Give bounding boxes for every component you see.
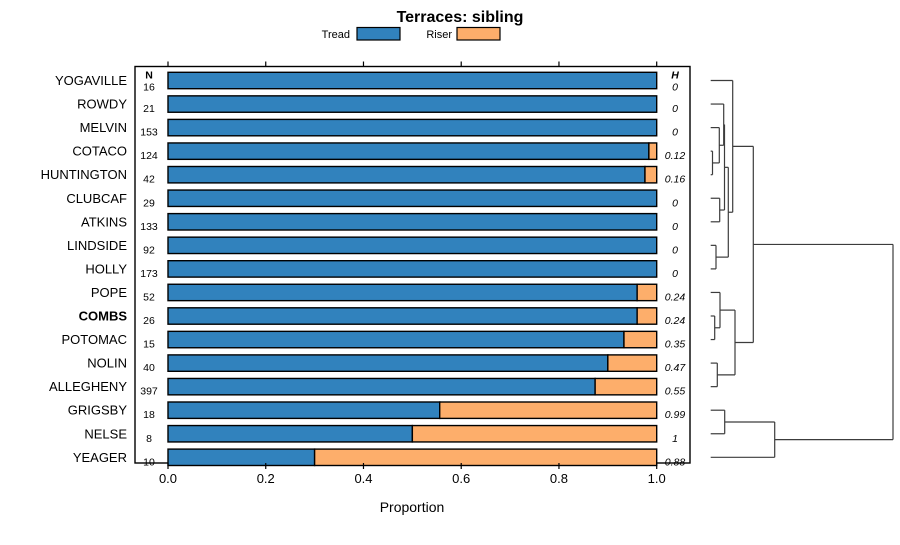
bar-riser-segment	[411, 424, 658, 443]
row-h-value: 0	[672, 268, 678, 280]
bar-tread-segment	[167, 307, 638, 325]
bar-tread-segment	[167, 260, 658, 278]
row-h-value: 0.24	[665, 291, 686, 303]
bar-tread-segment	[167, 354, 609, 372]
row-n-value: 92	[143, 244, 155, 256]
bar-riser-segment	[607, 354, 658, 372]
row-n-value: 173	[140, 268, 158, 280]
row-label: GRIGSBY	[68, 403, 128, 418]
legend: Tread Riser	[322, 26, 501, 41]
row-h-value: 0.88	[665, 456, 686, 468]
row-n-value: 42	[143, 174, 155, 186]
row-h-value: 0	[672, 197, 678, 209]
legend-riser-label: Riser	[426, 29, 452, 41]
legend-tread-swatch	[356, 26, 401, 41]
bar-riser-segment	[313, 448, 658, 467]
bar-tread-segment	[167, 165, 646, 184]
row-h-value: 0.24	[665, 315, 686, 327]
bar-tread-segment	[167, 236, 658, 255]
h-column-header: H	[671, 70, 679, 82]
row-n-value: 10	[143, 456, 155, 468]
bar-tread-segment	[167, 212, 658, 231]
bar-riser-segment	[623, 330, 658, 349]
row-labels-layer: YOGAVILLE 16 0 ROWDY 21 0 MELVIN 153 0 COTACO 124 0…	[41, 73, 687, 468]
row-h-value: 0	[672, 221, 678, 233]
bar-tread-segment	[167, 448, 316, 467]
chart-title: Terraces: sibling	[397, 9, 524, 26]
row-h-value: 0.47	[665, 362, 687, 374]
n-column-header: N	[145, 70, 153, 82]
row-label: ALLEGHENY	[49, 379, 127, 394]
row-n-value: 124	[140, 150, 158, 162]
row-label: NOLIN	[87, 356, 127, 371]
row-label: ATKINS	[81, 214, 127, 229]
row-label: POTOMAC	[62, 332, 128, 347]
row-h-value: 0.12	[665, 150, 686, 162]
row-label: COMBS	[79, 309, 128, 324]
x-axis-layer: 0.0 0.2 0.4 0.6 0.8 1.0	[159, 61, 666, 486]
bar-riser-segment	[636, 307, 658, 325]
bar-tread-segment	[167, 142, 650, 161]
row-n-value: 8	[146, 433, 152, 445]
x-tick-label: 0.0	[159, 471, 177, 486]
bar-tread-segment	[167, 377, 596, 396]
row-h-value: 0.16	[665, 174, 686, 186]
x-tick-label: 1.0	[648, 471, 666, 486]
bar-riser-segment	[648, 142, 658, 161]
legend-tread-label: Tread	[322, 29, 350, 41]
row-label: YEAGER	[73, 450, 127, 465]
row-n-value: 153	[140, 127, 158, 139]
bar-riser-segment	[636, 283, 658, 302]
row-n-value: 397	[140, 386, 158, 398]
row-n-value: 40	[143, 362, 155, 374]
row-label: HUNTINGTON	[41, 167, 127, 182]
row-h-value: 0	[672, 82, 678, 94]
x-axis-label: Proportion	[380, 499, 445, 515]
row-n-value: 15	[143, 339, 155, 351]
row-label: MELVIN	[80, 120, 127, 135]
row-h-value: 0.55	[665, 386, 686, 398]
x-tick-label: 0.6	[452, 471, 470, 486]
row-label: YOGAVILLE	[55, 73, 127, 88]
row-label: POPE	[91, 285, 127, 300]
row-label: ROWDY	[77, 97, 127, 112]
row-h-value: 0	[672, 103, 678, 115]
bar-tread-segment	[167, 189, 658, 208]
row-label: COTACO	[72, 144, 127, 159]
bar-tread-segment	[167, 71, 658, 90]
x-tick-label: 0.8	[550, 471, 568, 486]
bar-tread-segment	[167, 424, 414, 443]
row-label: HOLLY	[85, 261, 127, 276]
bar-riser-segment	[439, 401, 658, 420]
row-n-value: 133	[140, 221, 158, 233]
dendrogram	[710, 79, 894, 458]
x-tick-label: 0.2	[257, 471, 275, 486]
row-h-value: 0.99	[665, 409, 686, 421]
row-n-value: 26	[143, 315, 155, 327]
bar-tread-segment	[167, 283, 638, 302]
row-h-value: 0	[672, 127, 678, 139]
row-h-value: 1	[672, 433, 678, 445]
bar-tread-segment	[167, 118, 658, 137]
row-label: LINDSIDE	[67, 238, 127, 253]
row-n-value: 29	[143, 197, 155, 209]
legend-riser-swatch	[456, 26, 501, 41]
row-n-value: 52	[143, 291, 155, 303]
row-h-value: 0.35	[665, 339, 686, 351]
bar-riser-segment	[594, 377, 658, 396]
row-n-value: 18	[143, 409, 155, 421]
bar-tread-segment	[167, 95, 658, 113]
bars-layer	[167, 71, 658, 467]
bar-tread-segment	[167, 401, 441, 420]
row-label: NELSE	[84, 426, 127, 441]
row-h-value: 0	[672, 244, 678, 256]
x-tick-label: 0.4	[354, 471, 372, 486]
bar-riser-segment	[644, 165, 658, 184]
row-label: CLUBCAF	[66, 191, 127, 206]
row-n-value: 21	[143, 103, 155, 115]
row-n-value: 16	[143, 82, 155, 94]
bar-tread-segment	[167, 330, 625, 349]
